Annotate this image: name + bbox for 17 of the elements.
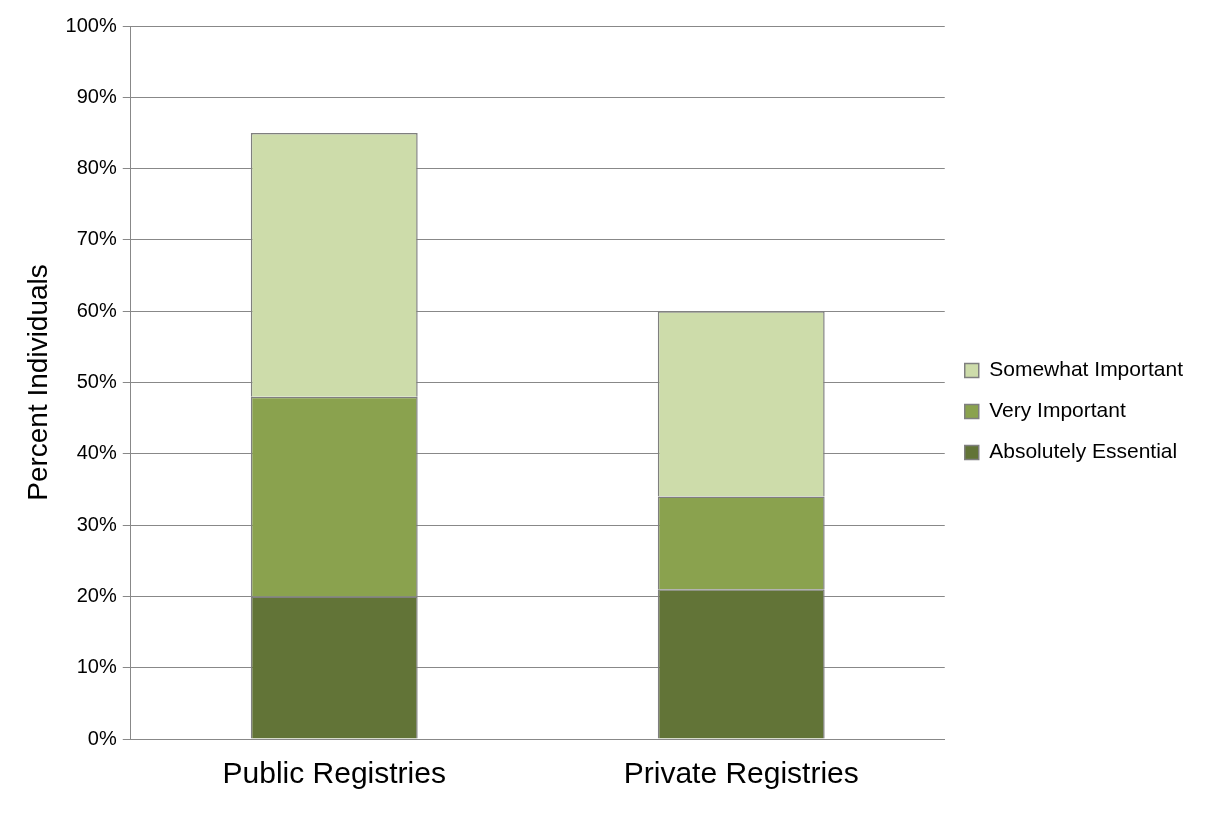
legend-label: Absolutely Essential — [989, 439, 1178, 463]
y-axis-title: Percent Individuals — [21, 264, 53, 501]
y-tick-label: 20% — [76, 583, 117, 606]
y-tick-label: 50% — [76, 370, 117, 393]
y-tick-label: 30% — [76, 512, 117, 535]
legend-label: Very Important — [989, 398, 1126, 422]
y-tick-label: 10% — [76, 655, 117, 678]
x-tick-label: Private Registries — [623, 756, 859, 790]
y-tick-label: 60% — [76, 298, 117, 321]
y-tick-label: 100% — [65, 13, 117, 36]
y-tick-label: 90% — [76, 84, 117, 107]
y-tick-label: 40% — [76, 441, 117, 464]
legend-label: Somewhat Important — [989, 357, 1184, 381]
y-tick-label: 80% — [76, 156, 117, 179]
y-tick-label: 0% — [87, 726, 117, 749]
x-tick-label: Public Registries — [222, 756, 446, 790]
y-tick-label: 70% — [76, 227, 117, 250]
